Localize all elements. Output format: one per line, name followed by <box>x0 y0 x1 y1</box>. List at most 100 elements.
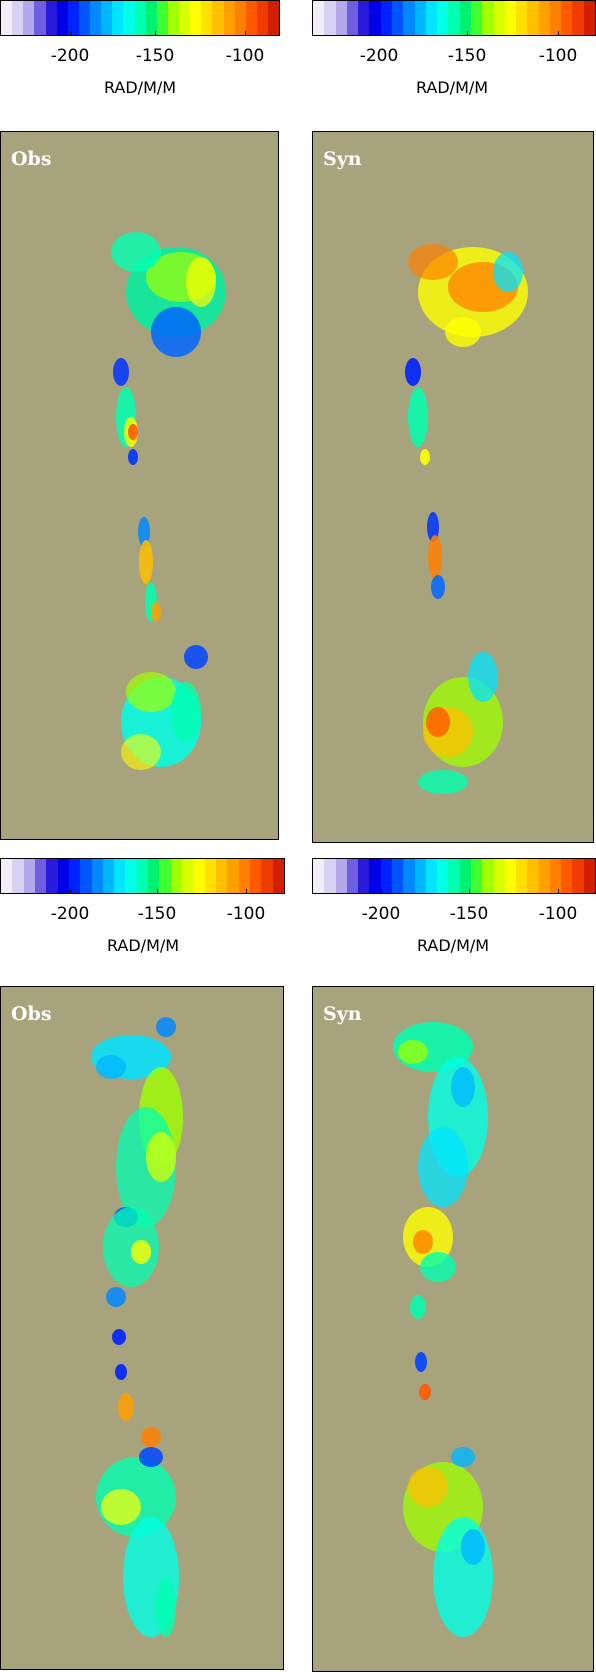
colorbar-top-right: -200 -150 -100 RAD/M/M <box>312 0 596 100</box>
colorbar-segment <box>369 859 381 893</box>
colorbar-segment <box>538 859 550 893</box>
colorbar-segment <box>504 1 517 35</box>
colorbar-segment <box>313 859 325 893</box>
colorbar-segment <box>179 1 191 35</box>
colorbar-segment <box>527 1 539 35</box>
colorbar-segment <box>112 1 124 35</box>
colorbar-segment <box>358 859 370 893</box>
heatmap-plot <box>91 1017 183 1637</box>
colorbar-segment <box>572 859 584 893</box>
colorbar-segment <box>313 1 325 35</box>
colorbar-segment <box>504 859 517 893</box>
colorbar-segment <box>470 859 483 893</box>
colorbar-top-left: -200 -150 -100 RAD/M/M <box>0 0 280 100</box>
colorbar-segment <box>391 859 404 893</box>
colorbar-segment <box>549 1 562 35</box>
colorbar-segment <box>238 859 250 893</box>
colorbar-segment <box>234 1 246 35</box>
colorbar-segment <box>125 859 137 893</box>
heatmap-panel-syn-top: Syn <box>312 131 594 843</box>
colorbar-segment <box>12 1 24 35</box>
colorbar-segment <box>493 1 505 35</box>
heatmap-plot <box>393 1022 493 1637</box>
tick-label: -150 <box>447 46 487 66</box>
colorbar-segment <box>12 859 24 893</box>
colorbar-segment <box>268 1 280 35</box>
colorbar-segment <box>437 859 449 893</box>
tick-label: -100 <box>538 46 578 66</box>
colorbar-segment <box>204 859 216 893</box>
colorbar-segment <box>403 859 415 893</box>
colorbar-segment <box>549 859 562 893</box>
colorbar-segment <box>159 859 171 893</box>
tick-label: -200 <box>359 46 399 66</box>
colorbar-segment <box>1 1 13 35</box>
tick-label: -200 <box>50 904 90 924</box>
colorbar-unit-label: RAD/M/M <box>103 78 177 97</box>
colorbar-segment <box>167 1 179 35</box>
colorbar-segment <box>561 1 573 35</box>
tick-label: -150 <box>135 46 175 66</box>
colorbar-segment <box>516 859 528 893</box>
colorbar-unit-label: RAD/M/M <box>416 936 490 955</box>
colorbar-segment <box>34 859 47 893</box>
colorbar-segment <box>380 859 392 893</box>
colorbar-segment <box>170 859 182 893</box>
colorbar-segment <box>482 1 494 35</box>
tick-label: -150 <box>449 904 489 924</box>
colorbar-segment <box>470 1 483 35</box>
colorbar-segment <box>583 859 596 893</box>
colorbar-segment <box>68 859 81 893</box>
colorbar-segment <box>134 1 146 35</box>
colorbar-segment <box>123 1 135 35</box>
colorbar-segment <box>425 859 438 893</box>
colorbar-segment <box>215 859 228 893</box>
colorbar-segment <box>482 859 494 893</box>
colorbar-strip <box>0 0 280 36</box>
colorbar-segment <box>193 859 205 893</box>
colorbar-segment <box>437 1 449 35</box>
colorbar-segment <box>324 1 336 35</box>
colorbar-segment <box>516 1 528 35</box>
panel-label: Obs <box>11 1003 52 1025</box>
colorbar-segment <box>335 1 347 35</box>
colorbar-segment <box>272 859 284 893</box>
emission-region <box>111 232 226 770</box>
colorbar-segment <box>156 1 168 35</box>
colorbar-segment <box>80 859 92 893</box>
emission-region <box>405 244 528 794</box>
colorbar-bottom-left: -200 -150 -100 RAD/M/M <box>0 858 285 958</box>
colorbar-segment <box>561 859 573 893</box>
heatmap-plot <box>405 244 528 794</box>
colorbar-segment <box>114 859 126 893</box>
colorbar-segment <box>261 859 273 893</box>
colorbar-bottom-right: -200 -150 -100 RAD/M/M <box>312 858 596 958</box>
colorbar-segment <box>538 1 550 35</box>
colorbar-segment <box>527 859 539 893</box>
tick-label: -200 <box>361 904 401 924</box>
tick-label: -150 <box>137 904 177 924</box>
tick-label: -100 <box>538 904 578 924</box>
colorbar-segment <box>448 1 460 35</box>
colorbar-segment <box>369 1 381 35</box>
colorbar-segment <box>136 859 149 893</box>
heatmap-panel-syn-bottom: Syn <box>312 986 594 1672</box>
colorbar-segment <box>102 859 115 893</box>
colorbar-segment <box>403 1 415 35</box>
colorbar-segment <box>78 1 90 35</box>
tick-label: -100 <box>226 904 266 924</box>
colorbar-segment <box>346 859 359 893</box>
heatmap-plot <box>111 232 226 770</box>
panel-label: Syn <box>323 1003 362 1025</box>
colorbar-segment <box>391 1 404 35</box>
colorbar-segment <box>227 859 239 893</box>
colorbar-segment <box>1 859 13 893</box>
colorbar-strip <box>312 0 596 36</box>
colorbar-segment <box>145 1 157 35</box>
colorbar-segment <box>493 859 505 893</box>
colorbar-segment <box>45 1 57 35</box>
colorbar-segment <box>324 859 336 893</box>
tick-label: -200 <box>50 46 90 66</box>
colorbar-unit-label: RAD/M/M <box>415 78 489 97</box>
colorbar-segment <box>182 859 194 893</box>
